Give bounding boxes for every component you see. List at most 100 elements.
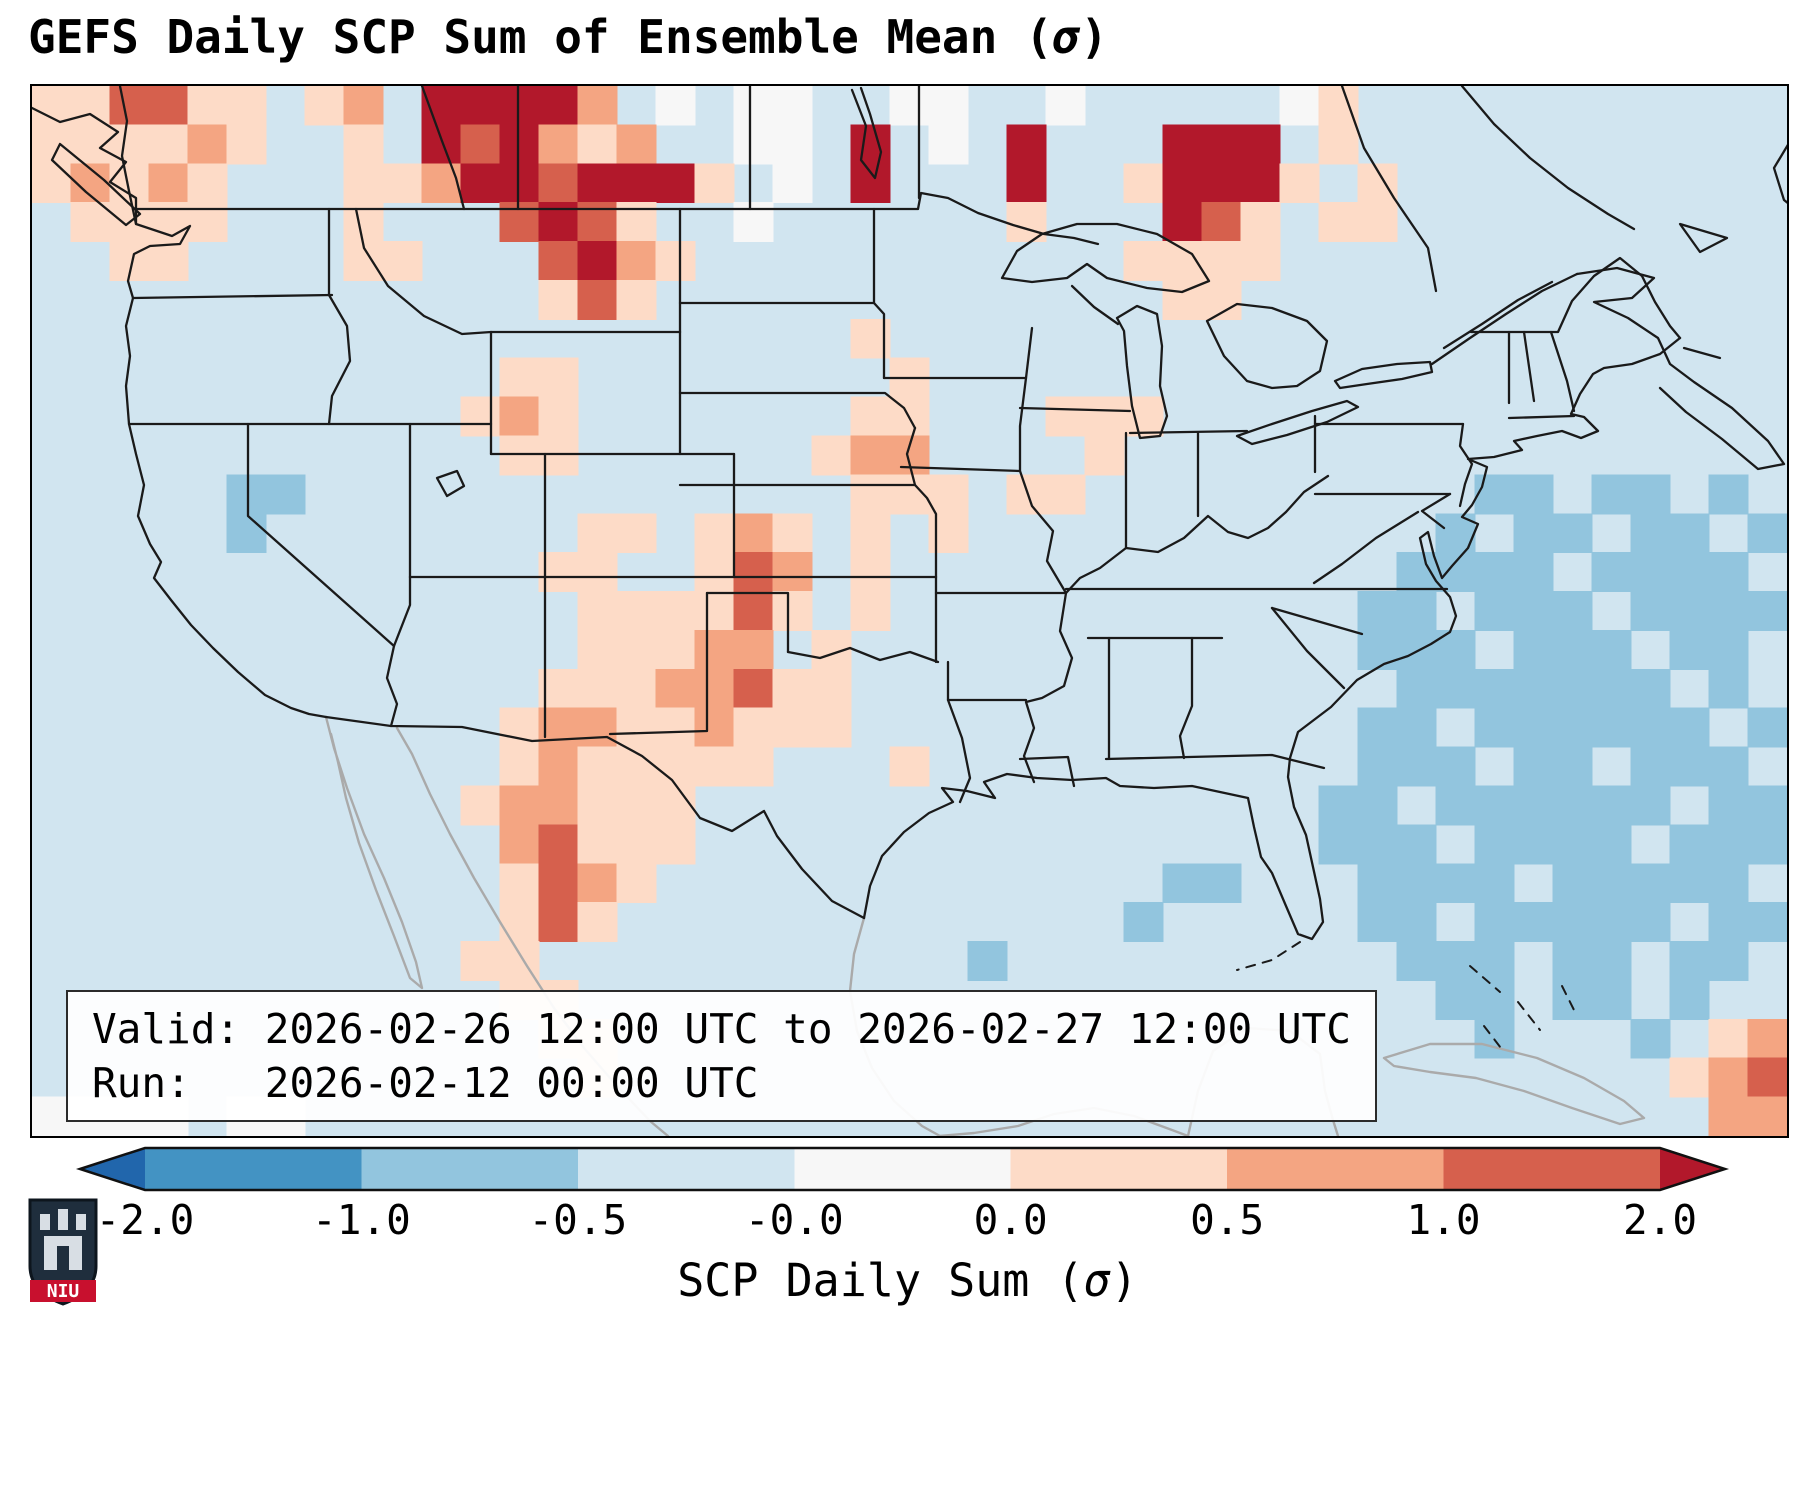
heatmap-cell [1552,707,1593,748]
heatmap-cell [1552,591,1593,631]
heatmap-cell [928,86,969,126]
state-boundary [1064,474,1330,595]
heatmap-cell [1630,707,1671,748]
heatmap-cell [1747,513,1787,554]
heatmap-cell [1630,668,1671,709]
heatmap-cell [1123,163,1164,204]
state-boundary [392,575,412,648]
heatmap-cell [1396,591,1437,631]
heatmap-cell [733,86,774,126]
heatmap-cell [1474,863,1515,904]
heatmap-cell [1474,824,1515,865]
heatmap-cell [499,824,540,865]
colorbar-segment [577,1148,796,1190]
state-boundary [872,207,886,380]
heatmap-cell [616,785,657,826]
heatmap-cell [1240,163,1281,204]
state-boundary [1469,256,1682,340]
heatmap-cell [577,124,618,165]
heatmap-cell [1747,824,1787,865]
heatmap-cell [1084,396,1125,437]
heatmap-cell [1045,86,1086,126]
heatmap-cell [733,629,774,670]
heatmap-cell [577,552,618,593]
castle-turret-right [76,1214,86,1230]
state-boundary [1270,606,1364,636]
colorbar-segment [1010,1148,1228,1190]
state-boundary [1235,399,1360,446]
state-boundary [435,469,466,498]
heatmap-cell [70,86,111,126]
heatmap-cell [1357,629,1398,670]
heatmap-cell [1201,163,1242,204]
heatmap-cell [733,591,774,631]
heatmap-cell [1435,629,1476,670]
heatmap-cell [1630,1018,1671,1059]
heatmap-cell [1513,552,1554,593]
heatmap-cell [460,163,501,204]
state-boundary [678,391,917,430]
state-boundary [905,426,938,579]
heatmap-cell [1708,474,1749,515]
heatmap-cell [1396,629,1437,670]
heatmap-cell [772,513,813,554]
state-boundary [420,86,466,211]
island-dashed-layer [1236,941,1578,1053]
heatmap-cell [1552,513,1593,554]
state-boundary [1507,414,1576,420]
state-boundary [1340,86,1438,293]
heatmap-cell [1513,785,1554,826]
heatmap-cell [772,552,813,593]
heatmap-cell [616,124,657,165]
heatmap-cell [1396,668,1437,709]
colorbar-tick: 0.5 [1190,1196,1265,1244]
colorbar-over-arrow [1660,1148,1725,1190]
state-boundary [862,336,1682,941]
state-boundary [1115,304,1169,440]
heatmap-cell [850,474,891,515]
heatmap-cell [616,824,657,865]
colorbar-label-text: SCP Daily Sum ( [677,1254,1084,1307]
heatmap-cell [1591,785,1632,826]
heatmap-cell [226,124,267,165]
heatmap-cell [1474,552,1515,593]
heatmap-cell [1708,902,1749,943]
island-chain [1517,1001,1541,1031]
heatmap-cell [1630,746,1671,787]
us-boundary-layer [32,86,1787,941]
heatmap-cell [694,668,735,709]
heatmap-cell [187,124,228,165]
heatmap-cell [655,785,696,826]
heatmap-cell [1708,746,1749,787]
heatmap-cell [1318,86,1359,126]
heatmap-cell [1162,202,1203,243]
castle-turret-middle [58,1209,68,1230]
heatmap-cell [499,163,540,204]
state-boundary [1575,266,1786,471]
heatmap-cell [1357,785,1398,826]
heatmap-cell [1591,863,1632,904]
heatmap-cell [850,552,891,593]
heatmap-cell [1435,785,1476,826]
state-boundary [50,142,142,227]
state-boundary [946,660,972,804]
heatmap-cell [616,863,657,904]
heatmap-cell [733,668,774,709]
heatmap-cell [1513,668,1554,709]
logo-band [30,1280,96,1302]
heatmap-cell [772,591,813,631]
heatmap-cell [577,707,618,748]
heatmap-cell [850,591,891,631]
chart-title-text: GEFS Daily SCP Sum of Ensemble Mean ( [28,10,1053,64]
state-boundary [1420,492,1452,530]
colorbar-under-arrow [80,1148,145,1190]
heatmap-cell [499,124,540,165]
heatmap-cell [577,902,618,943]
colorbar-label: SCP Daily Sum (σ) [30,1254,1785,1307]
heatmap-cell [538,279,579,320]
heatmap-cell [499,863,540,904]
state-boundary [1549,330,1576,413]
heatmap-cell [1435,668,1476,709]
heatmap-cell [655,668,696,709]
colorbar-svg [75,1146,1730,1192]
